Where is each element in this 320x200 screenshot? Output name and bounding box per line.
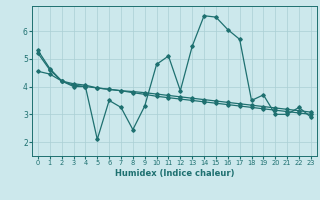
X-axis label: Humidex (Indice chaleur): Humidex (Indice chaleur) [115,169,234,178]
